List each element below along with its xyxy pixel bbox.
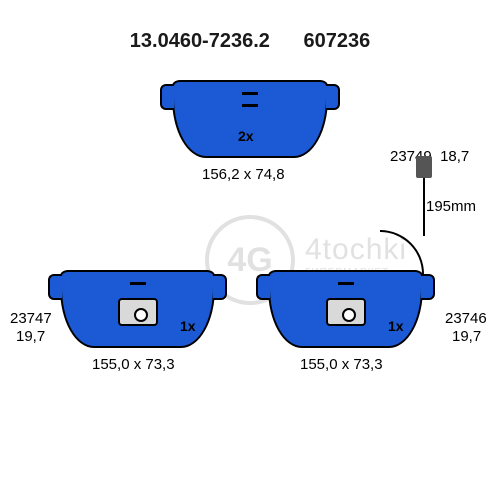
pad-tab-left — [160, 84, 174, 110]
pad-tab-left — [256, 274, 270, 300]
wear-sensor-curve — [380, 230, 424, 274]
part-no-br: 23746 — [445, 310, 487, 327]
pad-tab-left — [48, 274, 62, 300]
qty-label-br: 1x — [388, 318, 404, 334]
part-no-bl: 23747 — [10, 310, 52, 327]
diagram-canvas: 4G 4tochki ГИПЕРМАРКЕТ ЗАПЧАСТЕЙ 2x 156,… — [0, 0, 500, 500]
pad-tab-right — [421, 274, 435, 300]
brake-pad-bottom-left — [60, 270, 215, 348]
pad-tab-right — [213, 274, 227, 300]
pad-slot — [242, 104, 258, 107]
pad-clip — [326, 298, 366, 326]
thickness-value: 18,7 — [440, 148, 469, 165]
thickness-br: 19,7 — [452, 328, 481, 345]
pad-slot — [130, 282, 146, 285]
pad-tab-right — [326, 84, 340, 110]
dimensions-br: 155,0 x 73,3 — [300, 356, 383, 373]
dimensions-top: 156,2 x 74,8 — [202, 166, 285, 183]
brake-pad-top — [172, 80, 328, 158]
brake-pad-bottom-right — [268, 270, 423, 348]
qty-label-top: 2x — [238, 128, 254, 144]
thickness-bl: 19,7 — [16, 328, 45, 345]
wear-sensor-wire — [423, 176, 425, 236]
pad-clip — [118, 298, 158, 326]
dimensions-bl: 155,0 x 73,3 — [92, 356, 175, 373]
qty-label-bl: 1x — [180, 318, 196, 334]
pad-slot — [338, 282, 354, 285]
sensor-length-label: 195mm — [426, 198, 476, 215]
pad-slot — [242, 92, 258, 95]
